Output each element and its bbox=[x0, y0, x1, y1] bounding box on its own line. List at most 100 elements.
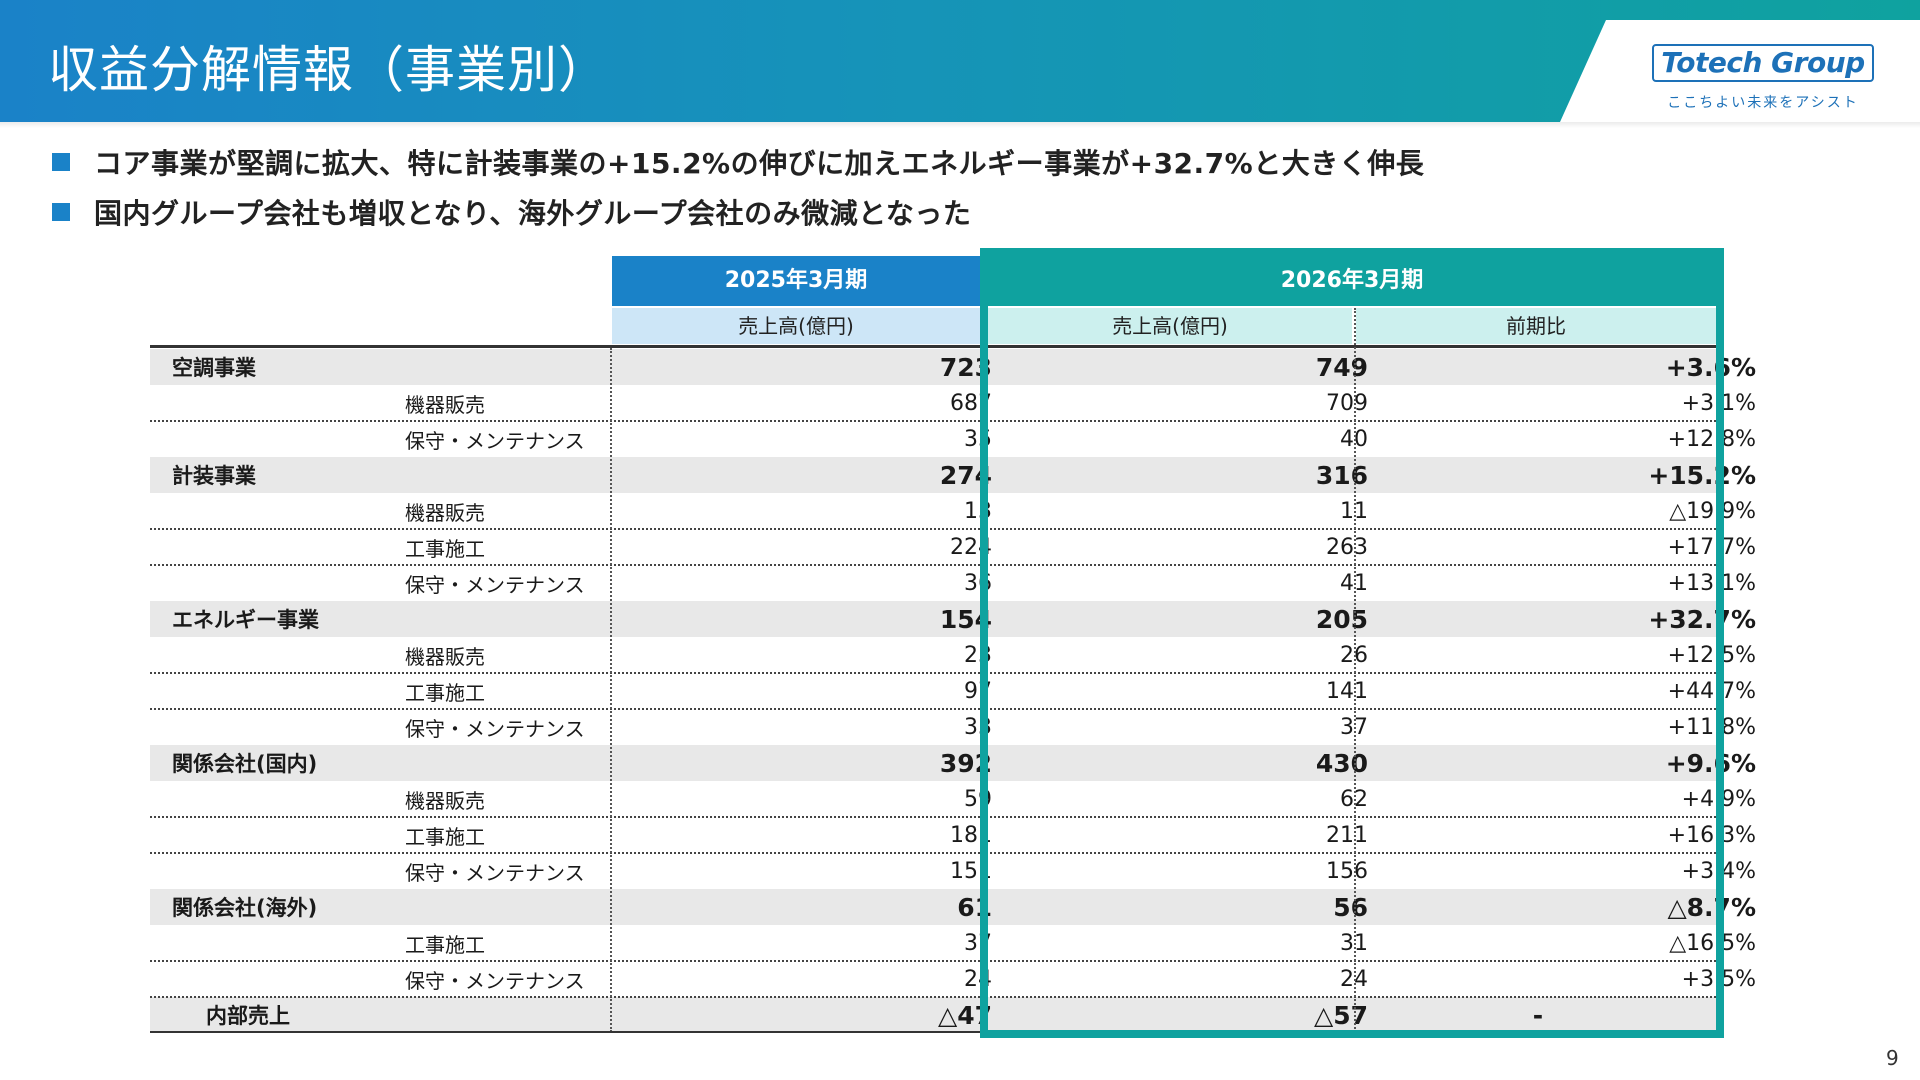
table-row: 関係会社(海外) 61 56 △8.7% bbox=[150, 889, 1756, 925]
row-value-yoy: +12.5% bbox=[1667, 642, 1756, 668]
row-value-curr: 24 bbox=[1340, 966, 1368, 992]
row-value-curr: 62 bbox=[1340, 786, 1368, 812]
row-value-yoy: +3.5% bbox=[1681, 966, 1756, 992]
row-value-curr: △57 bbox=[1313, 1000, 1368, 1030]
row-label: 工事施工 bbox=[405, 536, 485, 561]
row-label: 計装事業 bbox=[172, 464, 256, 488]
table-row: 計装事業 274 316 +15.2% bbox=[150, 457, 1756, 493]
square-bullet-icon bbox=[52, 153, 70, 171]
page-title: 収益分解情報（事業別） bbox=[48, 41, 609, 99]
row-value-curr: 56 bbox=[1333, 892, 1368, 922]
table-row: 工事施工 37 31 △16.5% bbox=[150, 925, 1756, 961]
table-row: 機器販売 23 26 +12.5% bbox=[150, 637, 1756, 673]
row-value-prev: 97 bbox=[964, 678, 992, 704]
bullet-text: コア事業が堅調に拡大、特に計装事業の+15.2%の伸びに加えエネルギー事業が+3… bbox=[94, 147, 1425, 180]
table-row: 保守・メンテナンス 36 41 +13.1% bbox=[150, 564, 1756, 601]
row-label: 工事施工 bbox=[405, 680, 485, 705]
table-row: 工事施工 181 211 +16.3% bbox=[150, 816, 1756, 853]
row-value-yoy: △8.7% bbox=[1667, 892, 1756, 922]
table-row: 保守・メンテナンス 151 156 +3.4% bbox=[150, 852, 1756, 889]
table-row: 工事施工 224 263 +17.7% bbox=[150, 528, 1756, 565]
table-top-rule bbox=[150, 345, 1716, 348]
row-value-prev: 181 bbox=[950, 822, 992, 848]
row-value-prev: 35 bbox=[964, 426, 992, 452]
column-divider bbox=[1354, 308, 1356, 1032]
row-value-prev: 154 bbox=[939, 604, 992, 634]
table-row: 工事施工 97 141 +44.7% bbox=[150, 672, 1756, 709]
row-value-prev: 392 bbox=[939, 748, 992, 778]
row-label: 工事施工 bbox=[405, 932, 485, 957]
row-value-yoy: +9.6% bbox=[1665, 748, 1756, 778]
row-value-yoy: +3.6% bbox=[1665, 352, 1756, 382]
row-label: 保守・メンテナンス bbox=[405, 572, 585, 597]
row-value-curr: 11 bbox=[1340, 498, 1368, 524]
row-value-yoy: +15.2% bbox=[1648, 460, 1756, 490]
row-label: 機器販売 bbox=[405, 788, 485, 813]
row-value-prev: △47 bbox=[937, 1000, 992, 1030]
row-label: 関係会社(国内) bbox=[172, 752, 318, 776]
row-value-yoy: +11.8% bbox=[1667, 714, 1756, 740]
row-value-prev: 224 bbox=[950, 534, 992, 560]
row-value-prev: 687 bbox=[950, 390, 992, 416]
row-value-prev: 274 bbox=[939, 460, 992, 490]
company-logo: Totech Group bbox=[1652, 44, 1874, 82]
row-value-prev: 37 bbox=[964, 930, 992, 956]
header-yoy: 前期比 bbox=[1356, 308, 1716, 344]
banner-shadow bbox=[0, 122, 1920, 128]
row-value-yoy: △19.9% bbox=[1669, 498, 1756, 524]
page-number: 9 bbox=[1886, 1046, 1899, 1070]
row-value-curr: 141 bbox=[1326, 678, 1368, 704]
row-value-yoy: +17.7% bbox=[1667, 534, 1756, 560]
row-label: 工事施工 bbox=[405, 824, 485, 849]
table-row: エネルギー事業 154 205 +32.7% bbox=[150, 601, 1756, 637]
row-value-yoy: +32.7% bbox=[1648, 604, 1756, 634]
company-tagline: ここちよい未来をアシスト bbox=[1667, 95, 1859, 111]
table-row: 機器販売 687 709 +3.1% bbox=[150, 385, 1756, 421]
row-value-yoy: +3.1% bbox=[1681, 390, 1756, 416]
table-row: 内部売上 △47 △57 - bbox=[150, 996, 1716, 1033]
column-divider bbox=[610, 348, 612, 1032]
row-value-curr: 37 bbox=[1340, 714, 1368, 740]
row-value-curr: 316 bbox=[1315, 460, 1368, 490]
logo-panel bbox=[1560, 20, 1920, 122]
header-period-prev: 2025年3月期 bbox=[612, 256, 980, 306]
bullet-text: 国内グループ会社も増収となり、海外グループ会社のみ微減となった bbox=[94, 197, 972, 230]
row-value-prev: 23 bbox=[964, 642, 992, 668]
table-row: 保守・メンテナンス 35 40 +12.8% bbox=[150, 420, 1756, 457]
table-row: 保守・メンテナンス 24 24 +3.5% bbox=[150, 960, 1756, 997]
row-value-prev: 33 bbox=[964, 714, 992, 740]
table-row: 空調事業 723 749 +3.6% bbox=[150, 349, 1756, 385]
row-value-yoy: +4.9% bbox=[1681, 786, 1756, 812]
header-period-curr: 2026年3月期 bbox=[988, 256, 1716, 306]
row-value-curr: 430 bbox=[1315, 748, 1368, 778]
row-label: 機器販売 bbox=[405, 392, 485, 417]
row-label: 保守・メンテナンス bbox=[405, 860, 585, 885]
row-value-yoy: +16.3% bbox=[1667, 822, 1756, 848]
row-value-yoy: △16.5% bbox=[1669, 930, 1756, 956]
row-value-yoy: - bbox=[1532, 1000, 1544, 1030]
row-label: 機器販売 bbox=[405, 644, 485, 669]
row-value-curr: 31 bbox=[1340, 930, 1368, 956]
row-value-curr: 709 bbox=[1326, 390, 1368, 416]
table-row: 機器販売 13 11 △19.9% bbox=[150, 493, 1756, 529]
row-label: エネルギー事業 bbox=[172, 608, 319, 632]
table-row: 関係会社(国内) 392 430 +9.6% bbox=[150, 745, 1756, 781]
table-row: 機器販売 59 62 +4.9% bbox=[150, 781, 1756, 817]
row-label: 機器販売 bbox=[405, 500, 485, 525]
row-value-curr: 40 bbox=[1340, 426, 1368, 452]
row-value-prev: 13 bbox=[964, 498, 992, 524]
row-value-yoy: +44.7% bbox=[1667, 678, 1756, 704]
row-value-yoy: +13.1% bbox=[1667, 570, 1756, 596]
bullet-item: コア事業が堅調に拡大、特に計装事業の+15.2%の伸びに加えエネルギー事業が+3… bbox=[52, 142, 1424, 182]
row-value-curr: 41 bbox=[1340, 570, 1368, 596]
row-value-yoy: +12.8% bbox=[1667, 426, 1756, 452]
row-label: 保守・メンテナンス bbox=[405, 968, 585, 993]
table-bottom-rule bbox=[150, 1031, 1716, 1033]
row-value-prev: 24 bbox=[964, 966, 992, 992]
table-row: 保守・メンテナンス 33 37 +11.8% bbox=[150, 708, 1756, 745]
row-value-curr: 205 bbox=[1315, 604, 1368, 634]
row-value-prev: 723 bbox=[939, 352, 992, 382]
square-bullet-icon bbox=[52, 203, 70, 221]
row-value-curr: 749 bbox=[1315, 352, 1368, 382]
row-value-prev: 36 bbox=[964, 570, 992, 596]
